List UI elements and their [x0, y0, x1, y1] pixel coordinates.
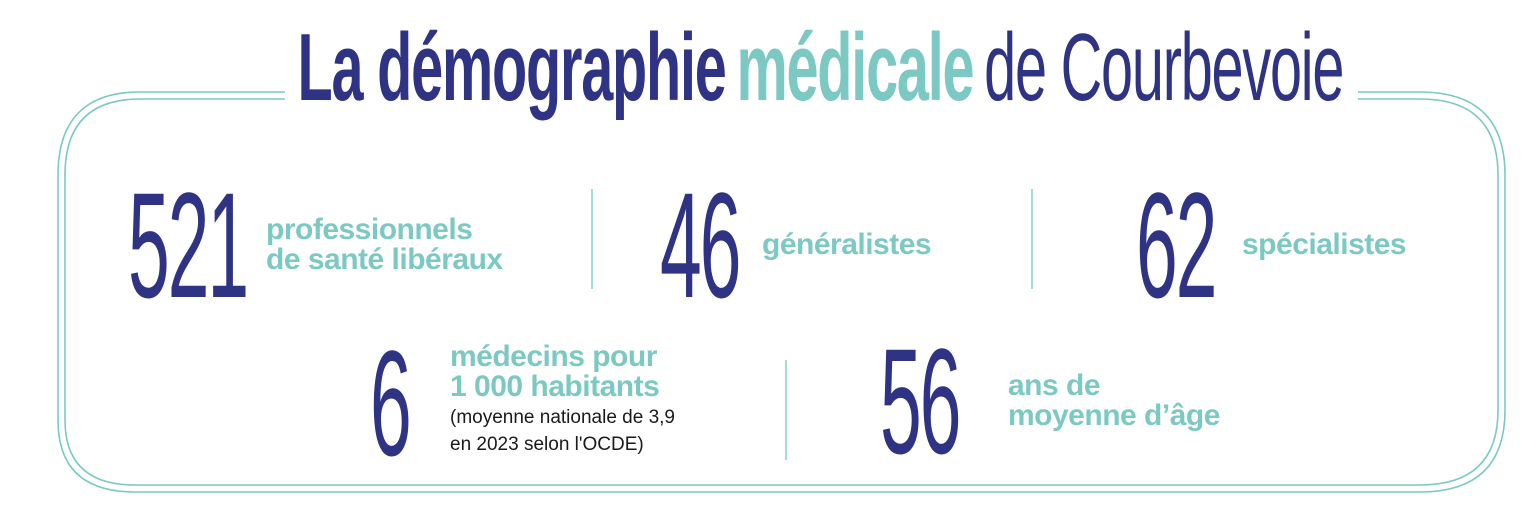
divider — [591, 189, 593, 289]
stat-value: 56 — [880, 317, 961, 485]
stat-label: professionnels — [266, 213, 473, 246]
divider — [785, 360, 787, 460]
stat-label: 1 000 habitants — [450, 370, 660, 403]
stat-value: 521 — [128, 161, 249, 329]
stat-label: ans de — [1008, 369, 1101, 402]
title-part-demographie: La démographie — [297, 14, 726, 121]
stat-note: en 2023 selon l'OCDE) — [450, 434, 644, 455]
stat-value: 46 — [660, 161, 741, 329]
stat-value: 6 — [370, 319, 412, 487]
stat-value: 62 — [1136, 161, 1217, 329]
stat-label: généralistes — [762, 228, 932, 261]
title-part-medicale: médicale — [736, 14, 974, 121]
title-part-courbevoie: de Courbevoie — [983, 14, 1344, 121]
divider — [1031, 189, 1033, 289]
stat-label: médecins pour — [450, 340, 657, 373]
stat-note: (moyenne nationale de 3,9 — [450, 407, 675, 428]
stat-professionnels: 521 professionnels de santé libéraux — [128, 161, 503, 329]
stat-medecins-par-habitants: 6 médecins pour 1 000 habitants (moyenne… — [370, 319, 675, 487]
page-title: La démographie médicale de Courbevoie — [290, 8, 1350, 118]
stat-label: spécialistes — [1242, 228, 1407, 261]
stat-generalistes: 46 généralistes — [660, 161, 932, 329]
stat-label: de santé libéraux — [266, 243, 503, 276]
stat-label: moyenne d’âge — [1008, 399, 1220, 432]
stat-age-moyen: 56 ans de moyenne d’âge — [880, 317, 1220, 485]
stat-specialistes: 62 spécialistes — [1136, 161, 1407, 329]
